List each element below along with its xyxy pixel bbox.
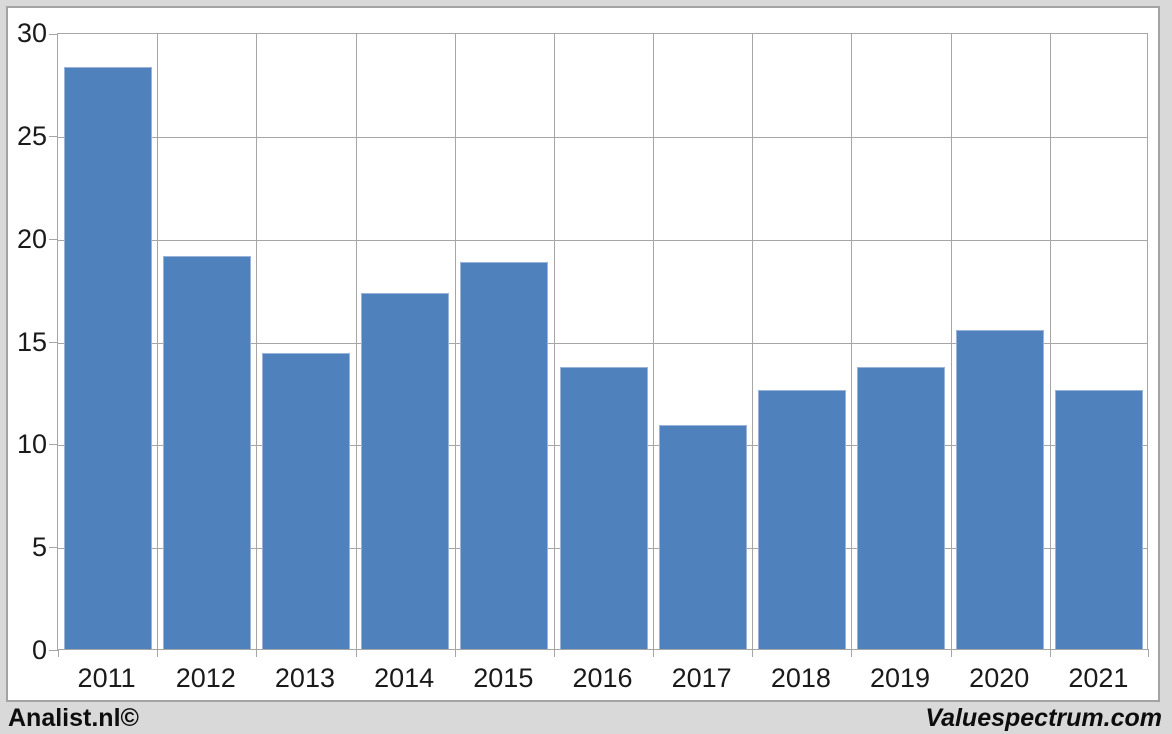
- bar-2014: [361, 293, 450, 649]
- y-axis-label-0: 0: [31, 635, 47, 665]
- y-axis-label-5: 5: [31, 532, 47, 563]
- bar-2013: [261, 353, 350, 649]
- x-axis-tick-mark: [653, 649, 655, 657]
- footer-brand-valuespectrum: Valuespectrum.com: [925, 703, 1162, 732]
- x-axis-label-2020: 2020: [969, 663, 1030, 693]
- gridline-vertical: [553, 34, 555, 649]
- bar-2011: [63, 67, 152, 649]
- bar-2021: [1055, 390, 1144, 649]
- x-axis-label-2014: 2014: [374, 663, 435, 693]
- x-axis-tick-mark: [157, 649, 159, 657]
- x-axis-labels: 2011 2012 2013 2014 2015 2016 2017 2018 2019 2020…: [57, 662, 1148, 698]
- gridline-vertical: [851, 34, 853, 649]
- gridline-vertical: [752, 34, 754, 649]
- x-axis-tick-mark: [950, 649, 952, 657]
- y-axis-tick-mark: [49, 547, 58, 549]
- gridline-vertical: [1049, 34, 1051, 649]
- gridline-vertical: [950, 34, 952, 649]
- y-axis-tick-mark: [49, 444, 58, 446]
- y-axis-tick-mark: [49, 238, 58, 240]
- bar-2017: [658, 425, 747, 649]
- bar-2018: [757, 390, 846, 649]
- bar-2012: [162, 256, 251, 649]
- bar-2016: [559, 367, 648, 649]
- y-axis-label-15: 15: [16, 326, 47, 357]
- x-axis-tick-mark: [355, 649, 357, 657]
- x-axis-label-2015: 2015: [473, 663, 534, 693]
- footer: Analist.nl© Valuespectrum.com: [0, 702, 1172, 734]
- x-axis-tick-mark: [851, 649, 853, 657]
- y-axis-label-25: 25: [16, 120, 47, 151]
- y-axis-label-10: 10: [16, 429, 47, 460]
- bar-2020: [956, 330, 1045, 649]
- x-axis-label-2018: 2018: [770, 663, 831, 693]
- x-axis-tick-mark: [752, 649, 754, 657]
- gridline-vertical: [454, 34, 456, 649]
- gridline-vertical: [157, 34, 159, 649]
- x-axis-label-2017: 2017: [671, 663, 732, 693]
- bar-2015: [460, 262, 549, 649]
- y-axis-tick-mark: [49, 650, 58, 651]
- x-axis-label-2011: 2011: [77, 663, 136, 693]
- gridline-horizontal: [58, 239, 1147, 241]
- x-axis-tick-mark: [1148, 649, 1149, 657]
- x-axis-tick-mark: [454, 649, 456, 657]
- plot-area: [49, 33, 1149, 657]
- x-axis-label-2013: 2013: [274, 663, 335, 693]
- y-axis-label-20: 20: [16, 223, 47, 254]
- bar-2019: [857, 367, 946, 649]
- gridline-horizontal: [58, 136, 1147, 138]
- x-axis-tick-mark: [1049, 649, 1051, 657]
- footer-brand-analist: Analist.nl©: [8, 703, 139, 732]
- gridline-vertical: [653, 34, 655, 649]
- gridline-vertical: [355, 34, 357, 649]
- y-axis-tick-mark: [49, 341, 58, 343]
- y-axis-tick-mark: [49, 135, 58, 137]
- x-axis-label-2021: 2021: [1068, 663, 1129, 693]
- gridline-vertical: [256, 34, 258, 649]
- x-axis-label-2019: 2019: [870, 663, 931, 693]
- x-axis-tick-mark: [58, 649, 59, 657]
- x-axis-tick-mark: [553, 649, 555, 657]
- x-axis-label-2012: 2012: [175, 663, 236, 693]
- y-axis-label-30: 30: [16, 18, 47, 48]
- gridline-horizontal: [58, 342, 1147, 344]
- x-axis-tick-mark: [256, 649, 258, 657]
- y-axis-tick-mark: [49, 34, 58, 35]
- x-axis-label-2016: 2016: [572, 663, 633, 693]
